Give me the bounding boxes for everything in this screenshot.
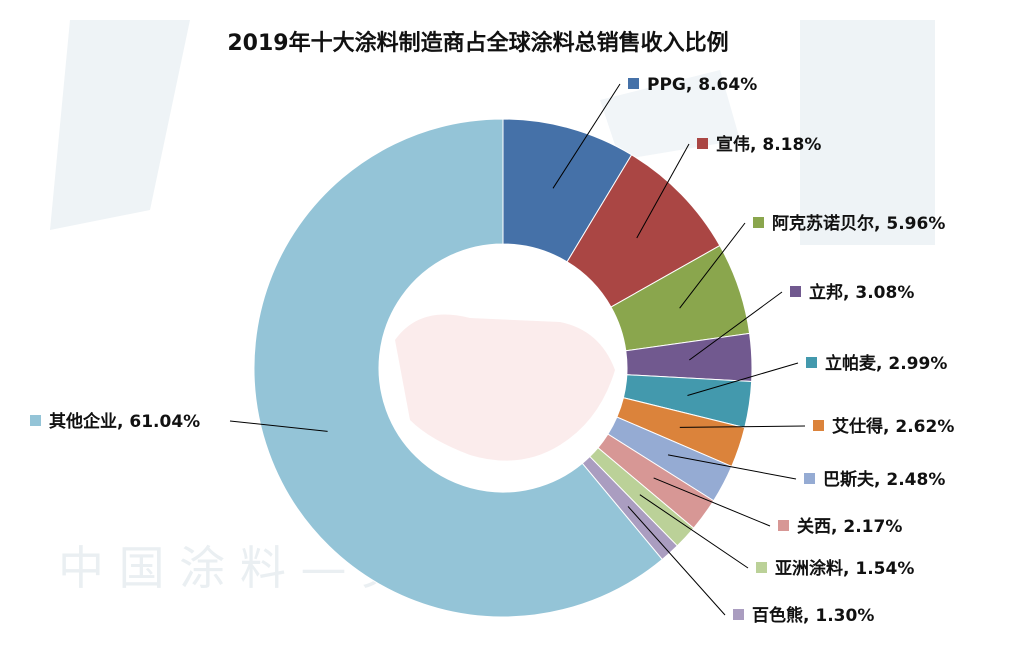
data-label-9: 百色熊, 1.30% — [752, 605, 874, 626]
leader-lines-group — [229, 83, 806, 616]
label-marker-0 — [628, 78, 639, 89]
data-label-0: PPG, 8.64% — [647, 75, 757, 95]
leader-line-6 — [667, 454, 797, 480]
leader-line-8 — [639, 494, 749, 569]
label-marker-5 — [813, 420, 824, 431]
data-label-6: 巴斯夫, 2.48% — [823, 469, 945, 490]
leader-line-4 — [687, 362, 799, 396]
data-label-7: 关西, 2.17% — [797, 516, 902, 537]
label-marker-10 — [30, 415, 41, 426]
data-label-10: 其他企业, 61.04% — [49, 411, 200, 432]
leader-line-1 — [636, 143, 690, 239]
label-marker-6 — [804, 473, 815, 484]
label-marker-3 — [790, 286, 801, 297]
labels-group: PPG, 8.64% 宣伟, 8.18% 阿克苏诺贝尔, 5.96% 立邦, 3.08… — [30, 75, 954, 626]
slices-group — [253, 118, 753, 618]
data-label-1: 宣伟, 8.18% — [716, 134, 821, 155]
label-marker-8 — [756, 562, 767, 573]
chart-title: 2019年十大涂料制造商占全球涂料总销售收入比例 — [227, 30, 728, 56]
label-marker-2 — [753, 217, 764, 228]
data-label-5: 艾仕得, 2.62% — [832, 416, 954, 437]
leader-line-10 — [229, 420, 328, 432]
leader-line-7 — [653, 477, 771, 527]
hole-watermark — [395, 314, 615, 461]
leader-line-5 — [679, 425, 806, 428]
leader-line-2 — [679, 222, 746, 309]
label-marker-9 — [733, 609, 744, 620]
data-label-2: 阿克苏诺贝尔, 5.96% — [772, 213, 945, 234]
data-label-4: 立帕麦, 2.99% — [825, 353, 947, 374]
label-marker-1 — [697, 138, 708, 149]
leader-line-9 — [627, 506, 726, 616]
slice-10 — [253, 118, 663, 618]
label-marker-4 — [806, 357, 817, 368]
data-label-3: 立邦, 3.08% — [809, 282, 914, 303]
leader-line-3 — [689, 291, 783, 361]
leader-line-0 — [552, 83, 621, 189]
watermark: 中 国 涂 料 — 见 蚀 油 — [50, 20, 935, 595]
data-label-8: 亚洲涂料, 1.54% — [775, 558, 914, 579]
label-marker-7 — [778, 520, 789, 531]
